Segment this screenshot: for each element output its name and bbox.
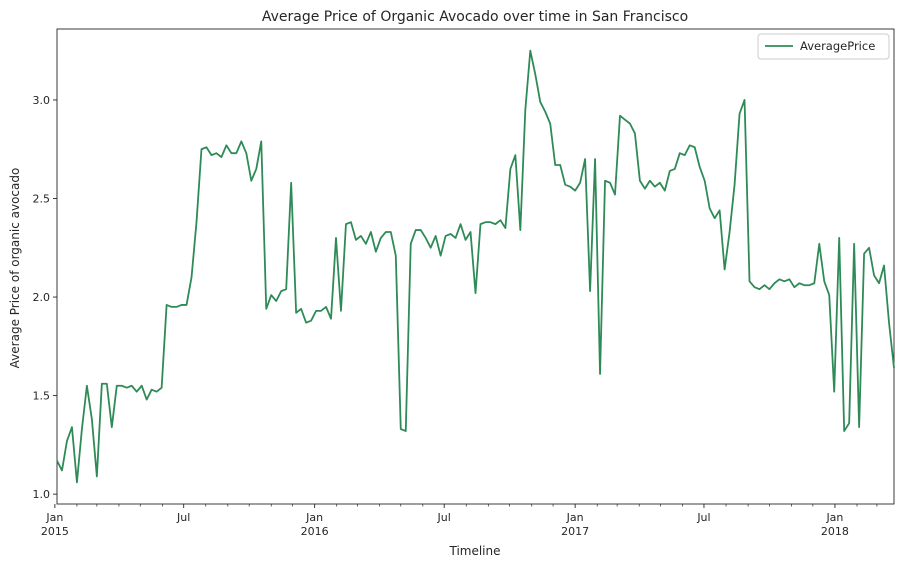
series-line-averageprice <box>56 49 895 484</box>
x-tick-label: Jul <box>437 511 451 524</box>
x-tick-label: Jan <box>825 511 843 524</box>
legend-label: AveragePrice <box>800 39 875 53</box>
x-tick-year-label: 2015 <box>41 525 69 538</box>
series-layer <box>56 49 895 484</box>
x-tick-label: Jul <box>696 511 710 524</box>
y-axis: 1.0 1.5 2.0 2.5 3.0 <box>33 94 57 501</box>
legend: AveragePrice <box>757 33 890 60</box>
y-tick-label: 3.0 <box>33 94 51 107</box>
axes-frame <box>56 28 895 505</box>
y-axis-label: Average Price of organic avocado <box>8 168 22 369</box>
x-tick-label: Jul <box>176 511 190 524</box>
y-tick-label: 1.0 <box>33 488 51 501</box>
x-tick-label: Jan <box>305 511 323 524</box>
y-tick-label: 2.5 <box>33 193 51 206</box>
y-tick-label: 1.5 <box>33 390 51 403</box>
x-tick-year-label: 2017 <box>561 525 589 538</box>
x-axis-label: Timeline <box>448 544 500 558</box>
x-tick-year-label: 2018 <box>821 525 849 538</box>
y-tick-label: 2.0 <box>33 291 51 304</box>
chart-title: Average Price of Organic Avocado over ti… <box>262 9 688 25</box>
x-tick-label: Jan <box>566 511 584 524</box>
x-tick-label: Jan <box>45 511 63 524</box>
legend-box <box>757 33 890 60</box>
x-tick-year-label: 2016 <box>301 525 329 538</box>
